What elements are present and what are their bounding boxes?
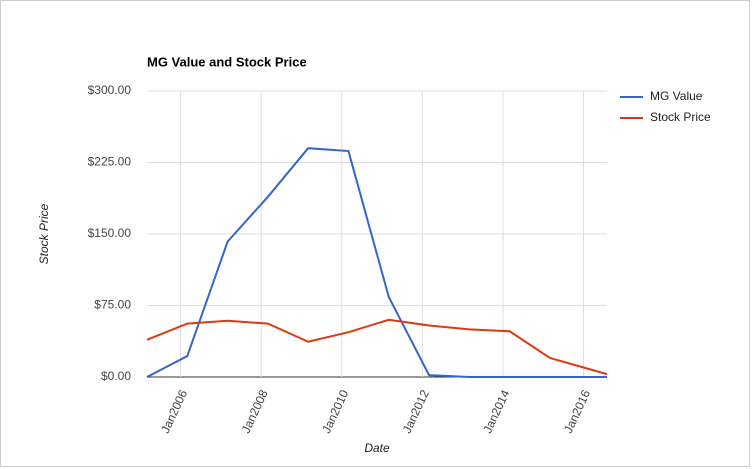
y-axis-label: Stock Price	[37, 203, 51, 264]
x-axis-label: Date	[364, 441, 390, 455]
legend-label: MG Value	[650, 89, 703, 103]
chart-title: MG Value and Stock Price	[147, 54, 307, 69]
y-tick-label: $0.00	[101, 369, 131, 383]
legend-label: Stock Price	[650, 110, 711, 124]
y-tick-label: $225.00	[88, 155, 132, 169]
y-tick-label: $150.00	[88, 226, 132, 240]
y-tick-label: $300.00	[88, 83, 132, 97]
line-series	[146, 147, 607, 378]
line-series	[146, 318, 608, 376]
y-tick-label: $75.00	[94, 298, 131, 312]
